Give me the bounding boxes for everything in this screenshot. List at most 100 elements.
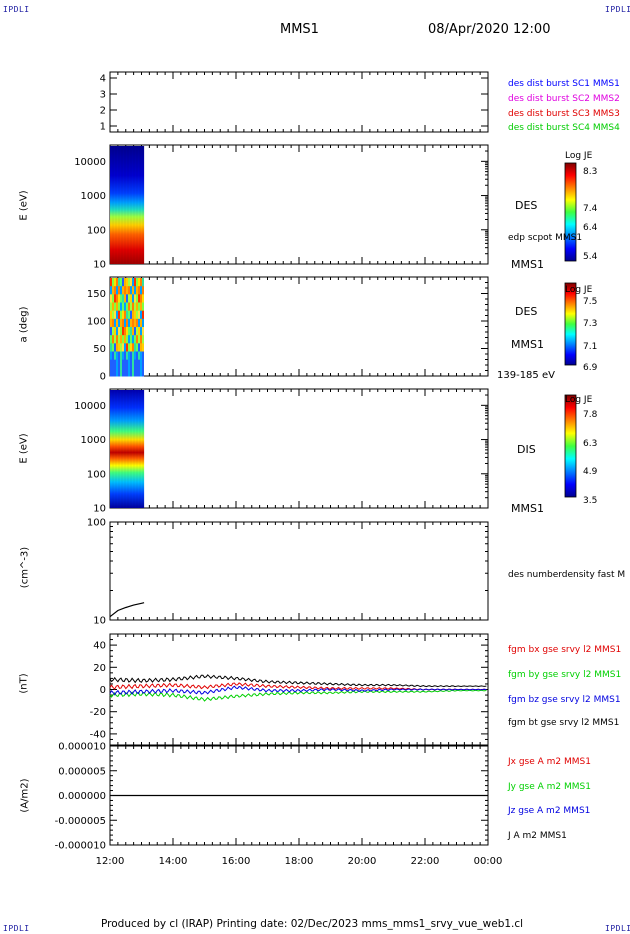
pitch-angle-cell bbox=[128, 335, 130, 344]
pitch-angle-cell bbox=[142, 335, 144, 344]
pitch-angle-cell bbox=[142, 294, 144, 303]
panel3-tick-label: 100 bbox=[87, 317, 106, 328]
pitch-angle-cell bbox=[112, 327, 114, 336]
panel-4-frame bbox=[109, 388, 489, 509]
colorbar-3 bbox=[564, 394, 577, 498]
pitch-angle-cell bbox=[126, 294, 128, 303]
pitch-angle-cell bbox=[126, 318, 128, 328]
pitch-angle-cell bbox=[116, 351, 118, 361]
pitch-angle-cell bbox=[124, 318, 126, 328]
pitch-angle-cell bbox=[126, 359, 128, 369]
pitch-angle-cell bbox=[134, 286, 136, 295]
pitch-angle-cell bbox=[112, 310, 114, 320]
panel-2-frame bbox=[109, 144, 489, 265]
pitch-angle-cell bbox=[118, 286, 120, 295]
pitch-angle-cell bbox=[110, 302, 112, 312]
pitch-angle-cell bbox=[130, 343, 132, 352]
panel3-cbar-tick: 6.9 bbox=[583, 363, 598, 373]
pitch-angle-cell bbox=[122, 278, 124, 287]
panel3-instrument-label: DES bbox=[515, 305, 538, 318]
panel3-cbar-tick: 7.3 bbox=[583, 319, 598, 329]
colorbar-1 bbox=[564, 162, 577, 262]
pitch-angle-cell bbox=[140, 359, 142, 369]
pitch-angle-cell bbox=[130, 359, 132, 369]
pitch-angle-cell bbox=[138, 343, 140, 352]
pitch-angle-cell bbox=[114, 318, 116, 328]
density-line bbox=[109, 602, 145, 618]
panel2-tick-label: 10 bbox=[93, 260, 106, 271]
pitch-angle-cell bbox=[114, 278, 116, 287]
pitch-angle-cell bbox=[130, 335, 132, 344]
pitch-angle-cell bbox=[122, 310, 124, 320]
pitch-angle-cell bbox=[128, 278, 130, 287]
pitch-angle-cell bbox=[134, 327, 136, 336]
pitch-angle-cell bbox=[112, 278, 114, 287]
pitch-angle-cell bbox=[118, 351, 120, 361]
pitch-angle-cell bbox=[120, 359, 122, 369]
pitch-angle-cell bbox=[112, 335, 114, 344]
panel7-legend-jz: Jz gse A m2 MMS1 bbox=[508, 806, 591, 816]
pitch-angle-cell bbox=[114, 343, 116, 352]
pitch-angle-cell bbox=[112, 343, 114, 352]
pitch-angle-cell bbox=[116, 367, 118, 377]
pitch-angle-cell bbox=[138, 310, 140, 320]
pitch-angle-cell bbox=[138, 302, 140, 312]
pitch-angle-cell bbox=[130, 302, 132, 312]
pitch-angle-cell bbox=[136, 310, 138, 320]
panel6-tick-label: -40 bbox=[90, 729, 106, 740]
pitch-angle-cell bbox=[120, 286, 122, 295]
pitch-angle-cell bbox=[122, 359, 124, 369]
panel6-tick-label: 20 bbox=[93, 663, 106, 674]
pitch-angle-cell bbox=[142, 367, 144, 377]
panel2-tick-label: 1000 bbox=[81, 191, 106, 202]
pitch-angle-cell bbox=[140, 318, 142, 328]
panel4-spacecraft-label: MMS1 bbox=[511, 502, 544, 515]
pitch-angle-cell bbox=[130, 318, 132, 328]
pitch-angle-cell bbox=[130, 310, 132, 320]
panel-5-frame bbox=[109, 521, 489, 621]
panel6-legend-bt: fgm bt gse srvy l2 MMS1 bbox=[508, 718, 620, 728]
time-tick-label: 18:00 bbox=[285, 856, 314, 867]
pitch-angle-cell bbox=[114, 302, 116, 312]
panel4-cbar-tick: 6.3 bbox=[583, 439, 598, 449]
corner-mark-bottom-right: IPDLI bbox=[605, 924, 630, 933]
pitch-angle-cell bbox=[124, 286, 126, 295]
panel1-tick-label: 4 bbox=[100, 74, 106, 85]
pitch-angle-cell bbox=[136, 343, 138, 352]
pitch-angle-cell bbox=[114, 359, 116, 369]
pitch-angle-cell bbox=[134, 351, 136, 361]
pitch-angle-cell bbox=[142, 286, 144, 295]
pitch-angle-cell bbox=[134, 294, 136, 303]
pitch-angle-cell bbox=[114, 367, 116, 377]
pitch-angle-cell bbox=[140, 367, 142, 377]
pitch-angle-cell bbox=[138, 335, 140, 344]
pitch-angle-cell bbox=[130, 278, 132, 287]
pitch-angle-cell bbox=[138, 367, 140, 377]
pitch-angle-cell bbox=[118, 343, 120, 352]
panel2-overlay-label: edp scpot MMS1 bbox=[508, 233, 583, 243]
pitch-angle-cell bbox=[134, 318, 136, 328]
pitch-angle-cell bbox=[112, 359, 114, 369]
pitch-angle-cell bbox=[120, 310, 122, 320]
pitch-angle-cell bbox=[118, 294, 120, 303]
pitch-angle-cell bbox=[128, 310, 130, 320]
panel1-tick-label: 1 bbox=[100, 122, 106, 133]
pitch-angle-cell bbox=[114, 351, 116, 361]
panel3-tick-label: 0 bbox=[100, 372, 106, 383]
pitch-angle-cell bbox=[110, 286, 112, 295]
pitch-angle-cell bbox=[120, 351, 122, 361]
panel5-tick-label: 100 bbox=[87, 518, 106, 529]
pitch-angle-cell bbox=[136, 302, 138, 312]
panel3-colorbar-title: Log JE bbox=[565, 285, 593, 295]
time-tick-label: 20:00 bbox=[348, 856, 377, 867]
pitch-angle-cell bbox=[132, 343, 134, 352]
pitch-angle-cell bbox=[124, 327, 126, 336]
pitch-angle-cell bbox=[116, 294, 118, 303]
pitch-angle-cell bbox=[110, 294, 112, 303]
time-tick-label: 12:00 bbox=[96, 856, 125, 867]
pitch-angle-cell bbox=[122, 286, 124, 295]
pitch-angle-cell bbox=[136, 278, 138, 287]
panel2-instrument-label: DES bbox=[515, 199, 538, 212]
legend-sc3: des dist burst SC3 MMS3 bbox=[508, 109, 620, 119]
